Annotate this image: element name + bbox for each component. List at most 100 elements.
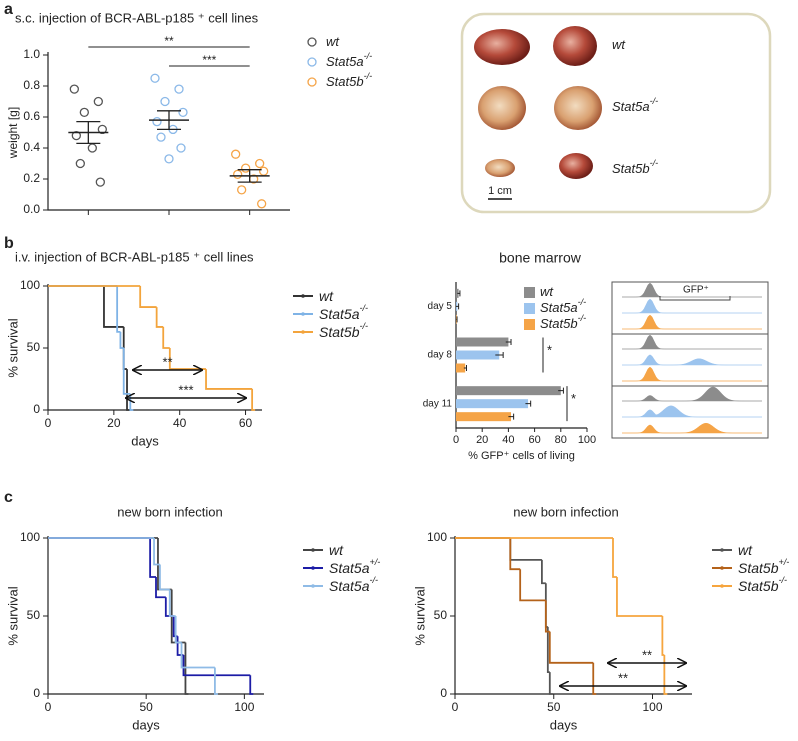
survival-step <box>159 564 170 591</box>
gate-line <box>659 296 731 301</box>
y-tick-label: 0.0 <box>23 202 40 216</box>
tumor-photo <box>460 12 772 214</box>
bar <box>456 337 509 347</box>
legend-label-main: Stat5b <box>738 560 779 576</box>
bar <box>456 399 529 409</box>
x-tick-label: 100 <box>234 700 254 714</box>
y-tick-label: 50 <box>434 608 448 622</box>
chart-title: new born infection <box>513 504 619 519</box>
survival-step <box>205 369 253 390</box>
y-tick-label: day 11 <box>423 398 453 409</box>
bar <box>456 350 500 360</box>
legend-label-main: Stat5a <box>540 300 578 315</box>
survival-step <box>616 577 663 617</box>
survival-step <box>174 616 182 644</box>
axis <box>47 284 262 411</box>
survival-step <box>509 538 521 571</box>
survival-step <box>168 348 207 370</box>
survival-step <box>612 538 617 578</box>
legend-label: Stat5a-/- <box>540 297 586 315</box>
legend-marker <box>720 566 724 570</box>
legend-label-main: Stat5a <box>319 306 360 322</box>
y-tick-label: 50 <box>27 340 41 354</box>
flow-histogram <box>622 386 762 402</box>
data-point <box>75 158 85 169</box>
error-bar <box>76 121 101 144</box>
survival-step <box>251 388 256 411</box>
error-bar <box>525 400 532 407</box>
x-tick-label: 20 <box>107 416 121 430</box>
legend-label-main: Stat5b <box>326 74 364 89</box>
legend-marker <box>301 312 305 316</box>
legend-label-sup: -/- <box>359 321 368 331</box>
photo-label-main: wt <box>612 37 626 52</box>
y-tick-label: 0 <box>33 402 40 416</box>
legend-label-main: Stat5a <box>329 578 370 594</box>
legend-label-main: wt <box>326 34 340 49</box>
x-tick-label: 60 <box>239 416 253 430</box>
legend-label: Stat5b-/- <box>540 313 586 331</box>
survival-step <box>592 662 597 695</box>
x-tick-label: 100 <box>642 700 662 714</box>
data-point <box>150 73 160 83</box>
survival-step <box>548 631 594 664</box>
legend-marker <box>720 548 724 552</box>
legend-label: Stat5b+/- <box>738 557 789 575</box>
significance-label: ** <box>162 354 172 369</box>
survival-step <box>544 600 550 633</box>
flow-histogram <box>622 282 762 298</box>
significance-label: ** <box>642 647 652 662</box>
photo-label: Stat5b-/- <box>612 158 658 176</box>
survival-step <box>176 636 184 656</box>
error-bar <box>456 303 460 310</box>
y-tick-label: 100 <box>20 278 40 292</box>
flow-histogram <box>622 405 762 418</box>
error-bar <box>457 290 461 297</box>
error-bar <box>463 365 467 371</box>
legend-label-main: wt <box>329 542 344 558</box>
x-axis-label: days <box>131 433 159 448</box>
data-point <box>174 84 184 94</box>
y-axis-label: % survival <box>5 318 20 377</box>
error-bar <box>456 316 458 323</box>
significance-label: ** <box>618 670 628 685</box>
significance-label: ** <box>164 34 174 48</box>
flow-histogram <box>622 422 762 434</box>
y-axis-label: weight [g] <box>6 107 20 159</box>
significance-label: *** <box>202 53 216 67</box>
legend-label-sup: -/- <box>778 575 787 585</box>
significance-label: *** <box>178 382 193 397</box>
survival-step <box>180 642 215 669</box>
survival-step <box>184 642 189 695</box>
y-tick-label: 100 <box>20 530 40 544</box>
legend-label-main: Stat5a <box>329 560 370 576</box>
y-tick-label: 0 <box>440 686 447 700</box>
x-tick-label: 40 <box>173 416 187 430</box>
survival-step <box>509 538 542 561</box>
axis <box>454 536 692 695</box>
data-point <box>95 177 105 187</box>
x-tick-label: 60 <box>528 434 540 446</box>
y-axis-label: % survival <box>5 586 20 645</box>
legend-label: wt <box>329 542 344 558</box>
chart-title: s.c. injection of BCR-ABL-p185 ⁺ cell li… <box>15 10 259 25</box>
photo-label-main: Stat5b <box>612 161 650 176</box>
survival-step <box>155 577 166 599</box>
flow-histogram <box>622 314 762 330</box>
flow-histogram <box>622 354 762 366</box>
error-bar <box>508 413 515 420</box>
data-point <box>71 130 81 141</box>
data-point <box>156 132 166 142</box>
legend-label-main: Stat5b <box>738 578 779 594</box>
data-point <box>160 96 170 107</box>
scale-bar-label: 1 cm <box>488 185 512 197</box>
legend-label-sup: -/- <box>578 297 587 307</box>
panel-letter: b <box>4 235 14 252</box>
legend-marker <box>301 294 305 298</box>
x-tick-label: 100 <box>578 434 596 446</box>
survival-step <box>129 393 134 411</box>
data-point <box>93 96 103 107</box>
data-point <box>97 124 107 135</box>
data-point <box>257 199 267 209</box>
panel-letter: c <box>4 489 13 506</box>
